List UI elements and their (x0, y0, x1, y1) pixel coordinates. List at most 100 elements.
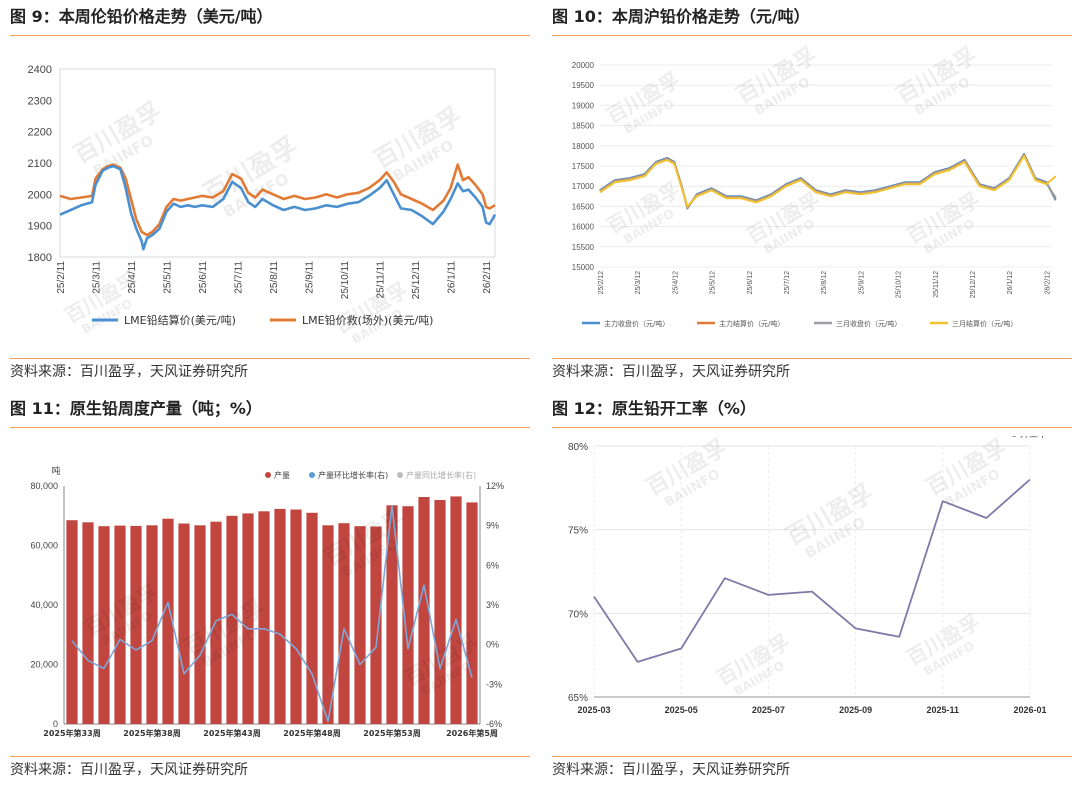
figure-title: 图 10：本周沪铅价格走势（元/吨） (552, 0, 1072, 36)
panel-fig11: 图 11：原生铅周度产量（吨；%） 吨 0 20,000 40,000 60,000 80… (10, 392, 530, 796)
x-tick-label: 25/9/11 (305, 261, 316, 294)
legend-label: 三月结算价（元/吨） (952, 319, 1017, 328)
source-note: 资料来源：百川盈孚，天风证券研究所 (552, 358, 1072, 384)
x-tick-label: 25/8/11 (269, 261, 280, 294)
bar (162, 518, 174, 724)
y-tick-label: 2300 (28, 95, 52, 107)
y-tick-label: 20,000 (30, 660, 58, 670)
chart-shfe-lead-price: 15000 15500 16000 16500 17000 17500 18000 18500… (572, 44, 1057, 328)
y-tick-label: 20000 (572, 61, 595, 70)
x-tick-label: 2025年第53周 (363, 728, 420, 738)
panel-fig9: 图 9：本周伦铅价格走势（美元/吨） 1800 1900 2000 2100 2200 2… (10, 0, 530, 386)
x-tick-label: 26/1/11 (447, 261, 458, 294)
y-tick-label: 15500 (572, 243, 595, 252)
x-tick-label: 2025-11 (927, 705, 960, 715)
y-tick-label: 80% (568, 442, 588, 453)
x-tick-label: 2026-01 (1013, 705, 1046, 715)
y2-tick-label: 9% (486, 521, 499, 531)
y-tick-label: 16000 (572, 223, 595, 232)
x-tick-label: 25/12/12 (970, 271, 977, 298)
series-line (59, 164, 497, 251)
x-tick-label: 2026年第5周 (446, 728, 498, 738)
figure-title: 图 12：原生铅开工率（%） (552, 392, 1072, 428)
bar (114, 525, 126, 724)
bar (290, 509, 302, 724)
x-tick-label: 26/2/11 (482, 261, 493, 294)
bar (66, 520, 78, 724)
bar (226, 515, 238, 725)
y2-tick-label: -3% (486, 679, 502, 689)
bar (194, 525, 206, 724)
y-tick-label: 2100 (28, 158, 52, 170)
bar (338, 523, 350, 724)
y2-tick-label: 6% (486, 560, 499, 570)
y-tick-label: 2200 (28, 127, 52, 139)
y-tick-label: 0 (53, 719, 58, 729)
source-note: 资料来源：百川盈孚，天风证券研究所 (552, 756, 1072, 782)
y-tick-label: 75% (568, 526, 588, 537)
y-unit-label: 吨 (51, 465, 60, 477)
y-tick-label: 65% (568, 693, 588, 704)
plot-frame (59, 68, 496, 258)
legend-swatch (265, 472, 271, 478)
x-tick-label: 25/5/11 (163, 261, 174, 294)
y2-tick-label: -6% (486, 719, 502, 729)
y-tick-label: 1800 (28, 252, 52, 264)
x-tick-label: 25/7/11 (234, 261, 245, 294)
x-tick-label: 25/6/11 (198, 261, 209, 294)
figure-title: 图 11：原生铅周度产量（吨；%） (10, 392, 530, 428)
legend-swatch (1011, 436, 1017, 437)
x-tick-label: 2025年第33周 (43, 728, 100, 738)
x-tick-label: 25/8/12 (821, 271, 828, 294)
x-tick-label: 26/1/12 (1007, 271, 1014, 294)
y2-tick-label: 3% (486, 600, 499, 610)
bar (418, 497, 430, 724)
bar (386, 505, 398, 724)
x-tick-label: 2025-07 (752, 705, 785, 715)
series-line-mom (71, 505, 473, 723)
y-tick-label: 16500 (572, 202, 595, 211)
bar (306, 512, 318, 724)
panel-fig10: 图 10：本周沪铅价格走势（元/吨） 15000 15500 16000 16500 1… (552, 0, 1072, 386)
bar (322, 525, 334, 724)
x-tick-label: 25/5/12 (710, 271, 717, 294)
bar (130, 525, 142, 724)
bar (242, 513, 254, 724)
y-tick-label: 40,000 (30, 600, 58, 610)
x-tick-label: 25/2/12 (598, 271, 605, 294)
bar (434, 500, 446, 724)
x-tick-label: 25/2/11 (56, 261, 67, 294)
bar (450, 496, 462, 724)
x-tick-label: 25/4/12 (672, 271, 679, 294)
x-tick-label: 2025年第43周 (203, 728, 260, 738)
chart-primary-lead-weekly-output: 吨 0 20,000 40,000 60,000 80,000 -6% -3% 0% 3% 6% 9%… (30, 465, 504, 738)
x-tick-label: 2025-09 (839, 705, 872, 715)
bar (274, 508, 286, 724)
legend-label: 主力结算价（元/吨） (719, 319, 784, 328)
legend-label: 主力收盘价（元/吨） (604, 319, 669, 328)
y2-tick-label: 12% (486, 481, 504, 491)
y-tick-label: 15000 (572, 263, 595, 272)
legend-label: 开工率 (1020, 436, 1047, 440)
y-tick-label: 80,000 (30, 481, 58, 491)
series-line (599, 154, 1057, 208)
bar (146, 525, 158, 724)
y2-tick-label: 0% (486, 640, 499, 650)
x-tick-label: 25/11/11 (376, 261, 387, 299)
y-tick-label: 2000 (28, 189, 52, 201)
legend-label: LME铅结算价(美元/吨) (124, 313, 236, 327)
x-tick-label: 25/10/12 (896, 271, 903, 298)
legend-label: LME铅价救(场外)(美元/吨) (302, 313, 433, 327)
bar (466, 502, 478, 724)
y-tick-label: 19000 (572, 101, 595, 110)
x-tick-label: 25/3/12 (635, 271, 642, 294)
x-tick-label: 2025-05 (665, 705, 698, 715)
x-tick-label: 25/3/11 (92, 261, 103, 294)
legend-label: 产量环比增长率(右) (318, 470, 388, 480)
